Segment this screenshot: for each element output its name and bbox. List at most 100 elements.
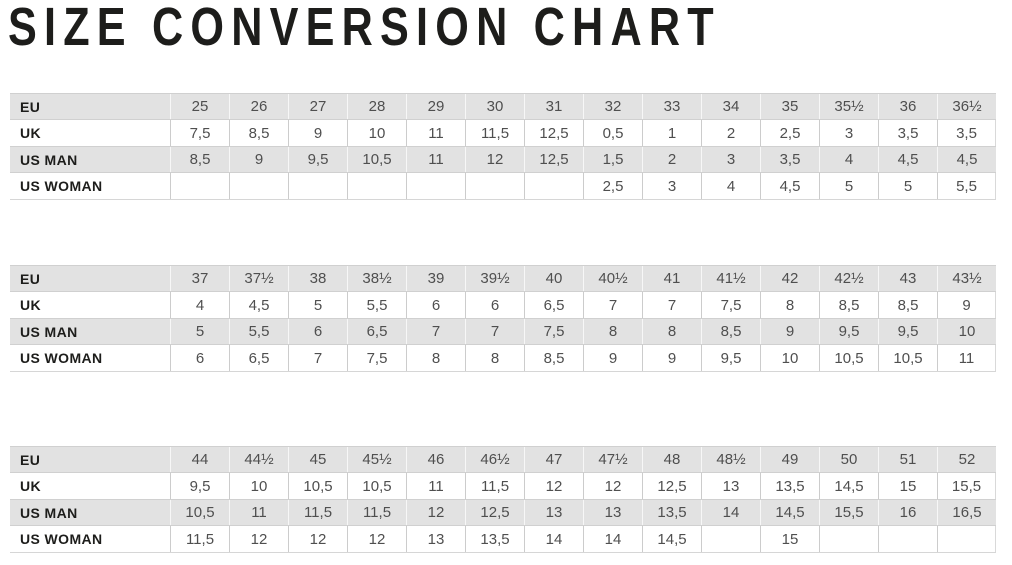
size-cell: 32 xyxy=(583,94,642,119)
size-cell: 12,5 xyxy=(465,500,524,525)
row-label: US WOMAN xyxy=(20,531,103,547)
size-cell: 3 xyxy=(642,173,701,199)
size-table-eu-44-52: EU 44 44½ 45 45½ 46 46½ 47 47½ 48 48½ 49 50 51 52 UK 9,5… xyxy=(10,446,996,553)
size-cell: 6,5 xyxy=(524,292,583,318)
size-cell: 38 xyxy=(288,266,347,291)
size-cell: 6 xyxy=(288,319,347,344)
size-cell: 4,5 xyxy=(229,292,288,318)
row-label: US MAN xyxy=(20,504,78,521)
size-cell: 45½ xyxy=(347,447,406,472)
size-cell: 2 xyxy=(701,120,760,146)
size-cell: 4 xyxy=(819,147,878,172)
size-cell: 8 xyxy=(465,345,524,371)
size-cell: 43½ xyxy=(937,266,996,291)
size-cell: 7 xyxy=(642,292,701,318)
size-cell: 12 xyxy=(524,473,583,499)
size-cell: 2 xyxy=(642,147,701,172)
size-cell xyxy=(524,173,583,199)
size-cell: 6,5 xyxy=(229,345,288,371)
size-cell: 0,5 xyxy=(583,120,642,146)
size-cell: 38½ xyxy=(347,266,406,291)
size-cell: 15 xyxy=(760,526,819,552)
size-cell: 9 xyxy=(288,120,347,146)
size-cell: 8 xyxy=(760,292,819,318)
size-cell xyxy=(288,173,347,199)
row-label: EU xyxy=(20,98,41,115)
size-cell: 11 xyxy=(406,473,465,499)
size-table-eu-25-36: EU 25 26 27 28 29 30 31 32 33 34 35 35½ 36 36½ UK 7,5 8,5… xyxy=(10,93,996,200)
size-cell: 28 xyxy=(347,94,406,119)
row-label: EU xyxy=(20,270,41,287)
size-cell: 8 xyxy=(406,345,465,371)
size-cell: 9 xyxy=(229,147,288,172)
size-cell: 26 xyxy=(229,94,288,119)
table-row: UK 4 4,5 5 5,5 6 6 6,5 7 7 7,5 8 8,5 8,5 9 xyxy=(10,292,996,318)
table-row: US MAN 5 5,5 6 6,5 7 7 7,5 8 8 8,5 9 9,5 9,5 10 xyxy=(10,318,996,345)
size-cell: 6 xyxy=(406,292,465,318)
size-cell: 3 xyxy=(819,120,878,146)
size-cell: 5,5 xyxy=(347,292,406,318)
size-cell: 9 xyxy=(642,345,701,371)
size-cell: 14,5 xyxy=(819,473,878,499)
size-cell: 6 xyxy=(170,345,229,371)
size-cell: 4 xyxy=(701,173,760,199)
size-cell: 49 xyxy=(760,447,819,472)
size-cell: 52 xyxy=(937,447,996,472)
size-cell: 39 xyxy=(406,266,465,291)
size-cell: 2,5 xyxy=(583,173,642,199)
row-label: US WOMAN xyxy=(20,178,103,194)
size-cell: 37 xyxy=(170,266,229,291)
size-cell: 13 xyxy=(701,473,760,499)
size-cell: 10,5 xyxy=(819,345,878,371)
size-cell: 11,5 xyxy=(347,500,406,525)
size-cell: 7,5 xyxy=(701,292,760,318)
size-cell: 4,5 xyxy=(937,147,996,172)
size-cell: 10,5 xyxy=(347,147,406,172)
size-cell: 5 xyxy=(170,319,229,344)
size-cell xyxy=(406,173,465,199)
size-cell xyxy=(878,526,937,552)
size-cell xyxy=(347,173,406,199)
size-cell: 10,5 xyxy=(878,345,937,371)
size-cell: 6 xyxy=(465,292,524,318)
size-cell: 7,5 xyxy=(170,120,229,146)
size-cell: 36½ xyxy=(937,94,996,119)
size-cell: 11,5 xyxy=(288,500,347,525)
size-cell: 8,5 xyxy=(170,147,229,172)
size-cell: 9,5 xyxy=(288,147,347,172)
table-row: UK 9,5 10 10,5 10,5 11 11,5 12 12 12,5 13 13,5 14,5 1… xyxy=(10,473,996,499)
size-cell: 10 xyxy=(760,345,819,371)
size-cell: 10,5 xyxy=(347,473,406,499)
size-cell: 10 xyxy=(937,319,996,344)
size-cell: 7 xyxy=(465,319,524,344)
size-cell: 5,5 xyxy=(229,319,288,344)
table-row: US MAN 10,5 11 11,5 11,5 12 12,5 13 13 13,5 14 14,5… xyxy=(10,499,996,526)
size-cell: 33 xyxy=(642,94,701,119)
size-cell: 6,5 xyxy=(347,319,406,344)
size-cell: 4 xyxy=(170,292,229,318)
size-cell: 35 xyxy=(760,94,819,119)
size-cell: 11,5 xyxy=(465,120,524,146)
size-cell: 5 xyxy=(819,173,878,199)
size-cell: 44 xyxy=(170,447,229,472)
size-cell: 12 xyxy=(465,147,524,172)
size-cell: 12 xyxy=(583,473,642,499)
size-cell: 12 xyxy=(288,526,347,552)
size-cell: 11,5 xyxy=(465,473,524,499)
size-cell: 12 xyxy=(229,526,288,552)
size-cell: 10,5 xyxy=(170,500,229,525)
page-title: SIZE CONVERSION CHART xyxy=(8,0,721,57)
size-cell: 30 xyxy=(465,94,524,119)
size-cell: 9 xyxy=(583,345,642,371)
size-cell: 46½ xyxy=(465,447,524,472)
size-cell: 47 xyxy=(524,447,583,472)
size-cell: 7 xyxy=(406,319,465,344)
size-cell: 8,5 xyxy=(819,292,878,318)
size-cell: 43 xyxy=(878,266,937,291)
size-cell: 5 xyxy=(878,173,937,199)
size-cell xyxy=(819,526,878,552)
size-cell: 9 xyxy=(760,319,819,344)
size-cell: 35½ xyxy=(819,94,878,119)
size-cell: 11 xyxy=(229,500,288,525)
